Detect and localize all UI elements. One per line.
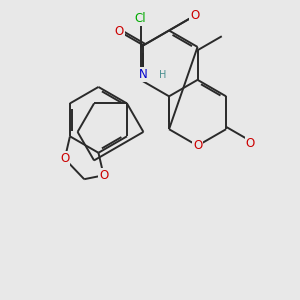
Text: O: O	[115, 25, 124, 38]
Text: O: O	[246, 137, 255, 150]
Text: H: H	[160, 70, 167, 80]
Text: O: O	[190, 9, 199, 22]
Text: O: O	[193, 139, 202, 152]
Text: N: N	[139, 68, 148, 81]
Text: O: O	[99, 169, 108, 182]
Text: O: O	[60, 152, 69, 165]
Text: Cl: Cl	[135, 13, 146, 26]
